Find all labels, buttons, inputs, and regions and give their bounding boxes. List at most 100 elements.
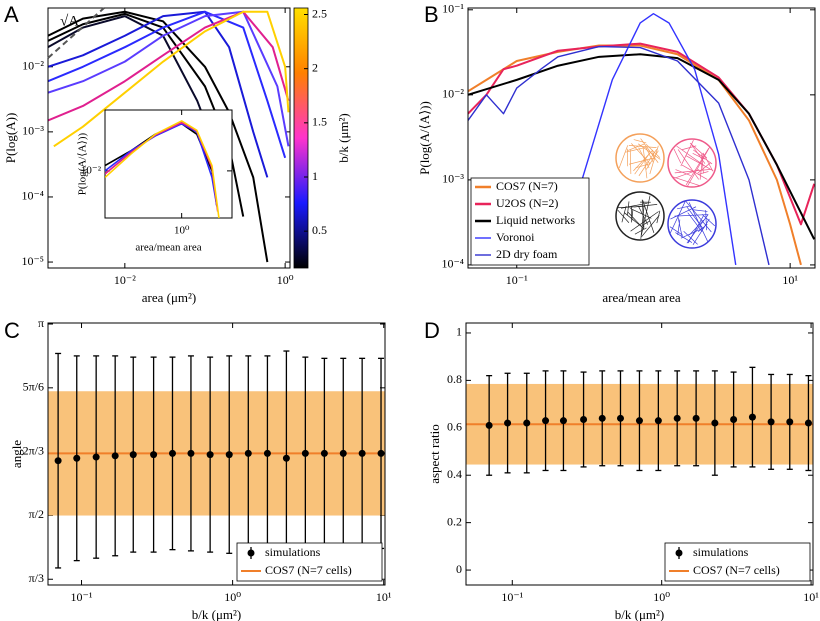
plot-frame [47,322,386,586]
x-tick-label: 10⁰ [174,225,190,237]
plot-frame [465,322,814,586]
y-axis-label: angle [9,440,24,468]
point [804,419,812,427]
point [358,449,366,457]
y-tick-label: 10⁻³ [442,172,464,186]
point [301,449,309,457]
y-tick-label: π [38,316,44,330]
point [225,451,233,459]
y-tick-label: 0.4 [447,467,462,481]
plot-area [105,120,220,218]
inset-frame [104,109,233,219]
cell-edge [681,145,697,151]
y-tick-label: 10⁻⁴ [441,257,464,271]
x-axis-label: area/mean area [602,290,681,305]
cell-edge [675,232,693,243]
line [48,10,269,263]
y-tick-label: 10⁻² [442,87,464,101]
y-tick-label: 10⁻¹ [442,2,464,16]
cell-edge [627,201,630,216]
cell-edge [634,227,647,235]
point [673,414,681,422]
cell-edge [625,146,647,153]
cell-edge [685,155,714,171]
y-axis-label: P(log(A)) [3,113,18,164]
cell-edge [621,205,627,223]
cell-edge [686,206,703,228]
legend-swatch [675,549,683,557]
point [711,419,719,427]
legend-label: COS7 (N=7) [496,179,558,193]
point [635,417,643,425]
colorbar-tick-label: 1.5 [312,115,327,129]
cell-edge [685,147,710,186]
y-tick-label: 10⁻² [81,164,102,176]
cell-edge [687,215,704,244]
cell-edge [677,219,681,236]
y-tick-label: 10⁻⁵ [21,254,44,268]
point [187,449,195,457]
y-tick-label: 0.2 [447,514,462,528]
cell-image [667,199,717,249]
cell-edge [681,164,708,180]
point [282,454,290,462]
cell-edge [645,150,659,170]
y-tick-label: 10⁻³ [22,124,44,138]
cell-edge [628,145,657,148]
cell-edge [687,146,711,187]
legend-label: simulations [693,545,749,559]
y-tick-label: π/2 [29,507,44,521]
line [48,10,287,159]
y-tick-label: 1 [456,325,462,339]
y-tick-label: 5π/6 [23,380,44,394]
plot-frame [467,7,816,269]
legend-label: 2D dry foam [496,247,558,261]
cell-edge [642,220,650,226]
point [150,451,158,459]
colorbar-tick-label: 2.5 [312,6,327,20]
cell-edge [640,138,659,163]
annotation: √A [60,13,79,29]
legend [236,542,383,582]
x-tick-label: 10¹ [376,590,392,604]
cell-edge [677,215,683,238]
x-tick-label: 10⁻² [114,273,136,287]
cell-edge [685,201,712,233]
point [616,414,624,422]
point [523,419,531,427]
line [48,10,290,147]
cell-edge [677,149,700,180]
panel-label: D [424,318,440,343]
cell-edge [652,149,655,161]
x-tick-label: 10⁰ [653,590,670,604]
line [468,45,770,266]
legend-label: COS7 (N=7 cells) [265,563,352,577]
cell-edge [676,145,705,166]
cell-edge [631,143,651,165]
x-tick-label: 10⁰ [277,273,294,287]
cell-edge [675,169,691,176]
line [468,44,802,266]
y-tick-label: 0.6 [447,420,462,434]
cell-edge [631,209,634,222]
cell-edge [705,210,707,231]
legend [664,542,811,582]
point [129,451,137,459]
legend-label: simulations [265,545,321,559]
y-tick-label: 10⁻⁴ [21,189,44,203]
cell-edge [692,218,710,245]
x-tick-label: 10¹ [782,273,798,287]
cell-edge [617,209,630,223]
legend-label: Voronoi [496,230,535,244]
point [542,417,550,425]
point [598,414,606,422]
cell-edge [630,208,652,219]
x-axis-label: area/mean area [135,242,201,254]
cell-edge [638,149,658,177]
cell-edge [689,219,704,236]
cell-edge [692,209,708,212]
cell-edge [680,227,705,239]
y-tick-label: 0.8 [447,372,462,386]
line [105,122,218,207]
